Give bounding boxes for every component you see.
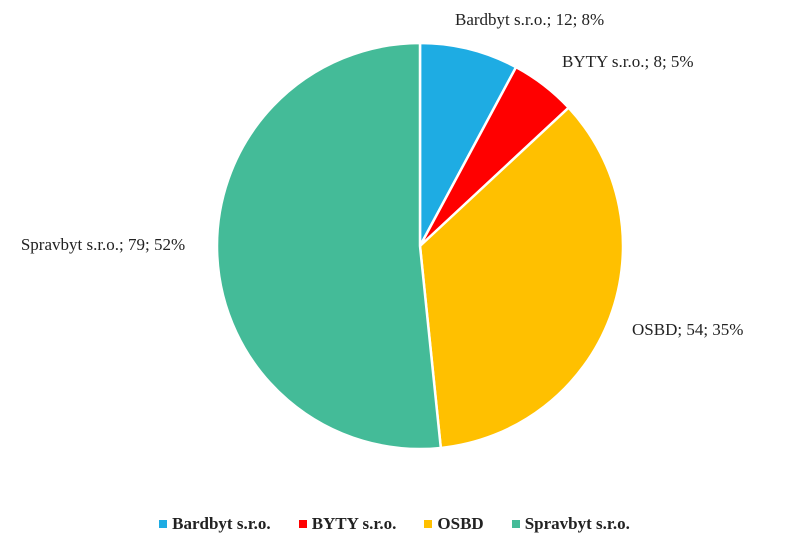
- data-label: Bardbyt s.r.o.; 12; 8%: [455, 10, 605, 29]
- legend-swatch: [159, 520, 168, 528]
- pie-slice: [418, 105, 625, 450]
- data-label: Spravbyt s.r.o.; 79; 52%: [20, 235, 186, 254]
- pie-slice: [418, 41, 518, 247]
- legend-item: OSBD: [424, 514, 484, 534]
- pie-slice: [215, 41, 443, 451]
- legend-label: BYTY s.r.o.: [311, 514, 397, 533]
- legend-label: Bardbyt s.r.o.: [172, 514, 271, 533]
- legend-label: OSBD: [437, 514, 484, 533]
- legend-item: Bardbyt s.r.o.: [159, 514, 271, 534]
- legend-label: Spravbyt s.r.o.: [524, 514, 630, 533]
- legend-swatch: [424, 520, 433, 528]
- data-label: OSBD; 54; 35%: [632, 320, 744, 339]
- legend-swatch: [298, 520, 307, 528]
- legend-item: Spravbyt s.r.o.: [511, 514, 630, 534]
- legend: Bardbyt s.r.o. BYTY s.r.o. OSBD Spravbyt s.…: [0, 514, 789, 534]
- data-label: BYTY s.r.o.; 8; 5%: [562, 52, 694, 71]
- legend-item: BYTY s.r.o.: [298, 514, 397, 534]
- legend-swatch: [511, 520, 520, 528]
